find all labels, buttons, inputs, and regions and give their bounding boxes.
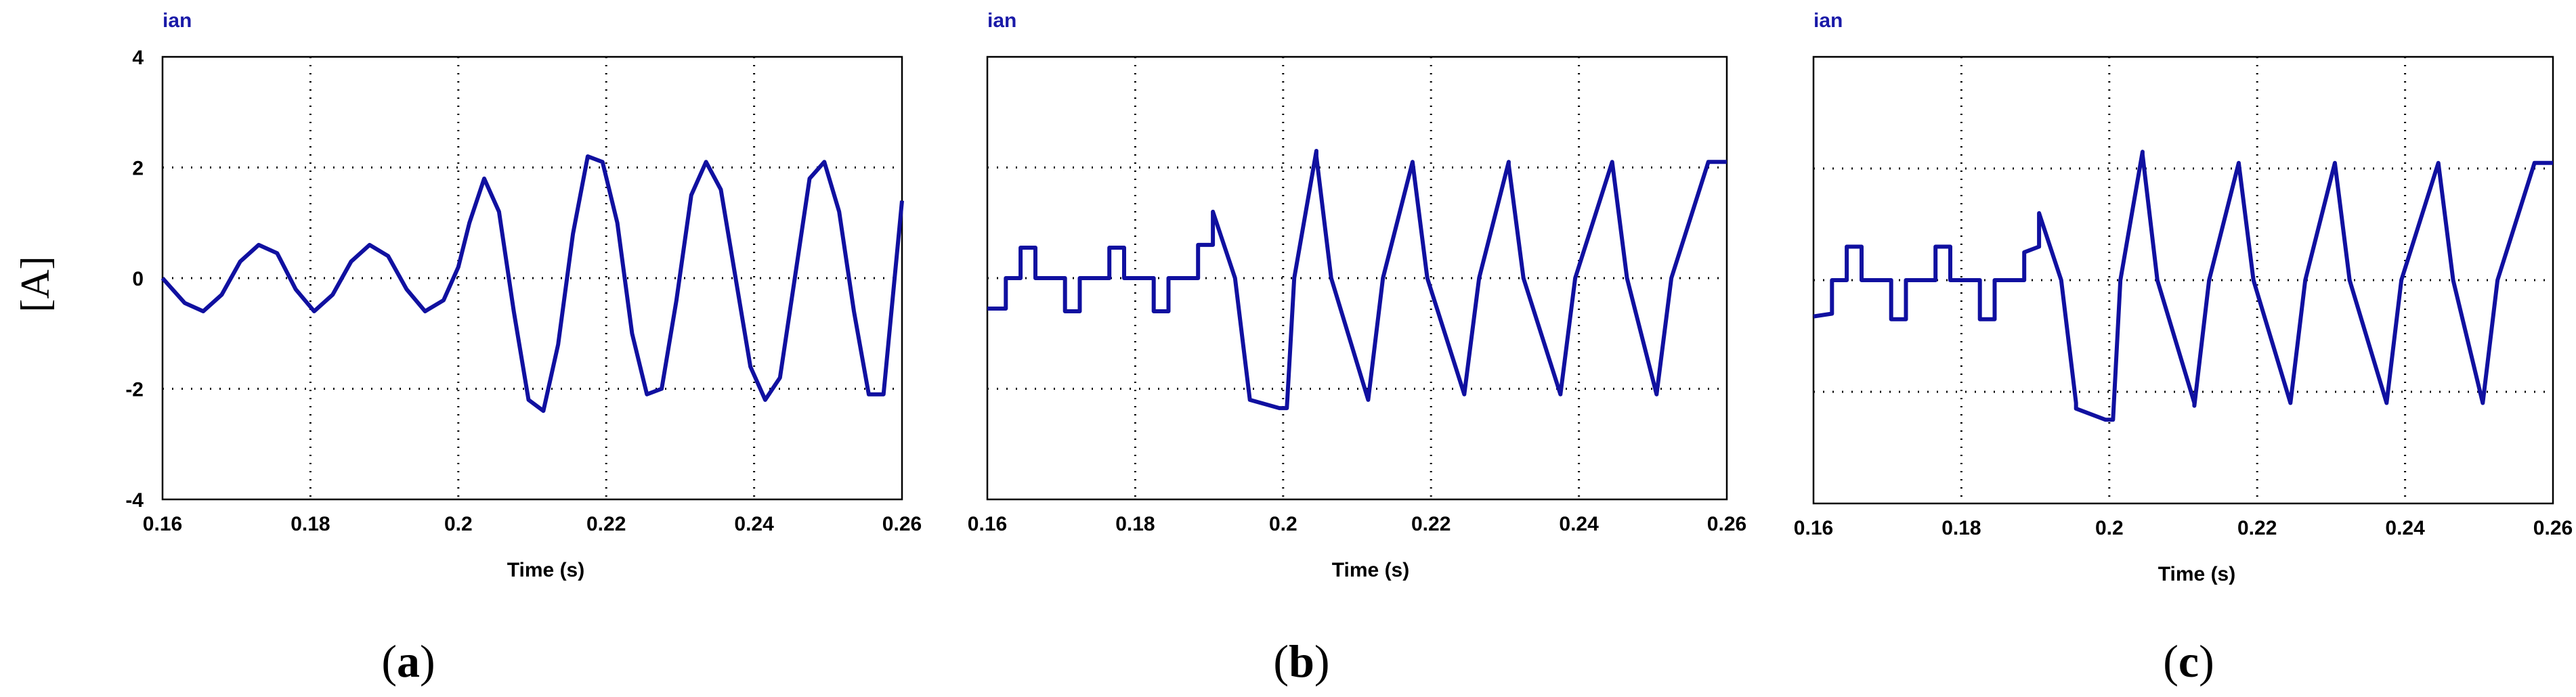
panel-b-xtick-1: 0.18 (1115, 513, 1155, 535)
panel-c-label: (c) (2163, 635, 2214, 687)
panel-c-series-name: ian (1813, 9, 1843, 32)
panel-c-xtick-4: 0.24 (2385, 517, 2425, 539)
panel-b-label: (b) (1273, 635, 1329, 687)
panel-c-label-letter: c (2178, 635, 2199, 687)
panel-b-label-letter: b (1289, 635, 1314, 687)
panel-a-xlabel: Time (s) (507, 559, 584, 581)
panel-a-xtick-1: 0.18 (291, 513, 330, 535)
panel-c-xtick-0: 0.16 (1794, 517, 1833, 539)
panel-c-xtick-2: 0.2 (2095, 517, 2124, 539)
panel-a-ytick-2: 0 (132, 268, 144, 290)
panel-c-xlabel: Time (s) (2158, 563, 2235, 585)
panel-a-xtick-0: 0.16 (143, 513, 182, 535)
panel-a-ytick-1: 2 (132, 158, 144, 180)
panel-a-xtick-2: 0.2 (444, 513, 473, 535)
panel-a-grid (163, 57, 902, 499)
panel-c-xtick-5: 0.26 (2533, 517, 2573, 539)
panel-b-xtick-2: 0.2 (1269, 513, 1297, 535)
panel-a: ian 0.16 0.18 0.2 0.22 0.24 0.26 4 2 0 -2 -4 Time (s… (125, 9, 922, 687)
y-axis-unit-label: [A] (13, 256, 58, 312)
panel-b-series-line-0 (987, 149, 1727, 411)
panel-b-grid (987, 57, 1727, 499)
panel-a-series-name: ian (163, 9, 192, 32)
panel-a-ytick-3: -2 (125, 379, 144, 401)
panel-c-xtick-1: 0.18 (1941, 517, 1981, 539)
panel-a-ytick-4: -4 (125, 489, 144, 512)
panel-b-xtick-3: 0.22 (1411, 513, 1451, 535)
panel-b-xtick-5: 0.26 (1707, 513, 1746, 535)
panel-c-grid (1813, 57, 2553, 503)
panel-a-xtick-4: 0.24 (734, 513, 774, 535)
panel-b-xlabel: Time (s) (1332, 559, 1409, 581)
panel-c-xtick-3: 0.22 (2237, 517, 2277, 539)
panel-a-ytick-0: 4 (132, 47, 144, 69)
panel-a-xtick-5: 0.26 (882, 513, 922, 535)
panel-a-label: (a) (381, 635, 435, 687)
panel-b-xtick-4: 0.24 (1559, 513, 1599, 535)
panel-a-xtick-3: 0.22 (586, 513, 626, 535)
panel-a-series-line-0 (160, 154, 904, 413)
panel-b-series-name: ian (987, 9, 1016, 32)
panels-group: ian 0.16 0.18 0.2 0.22 0.24 0.26 4 2 0 -2 -4 Time (s… (125, 9, 2573, 687)
panel-b-xtick-0: 0.16 (968, 513, 1007, 535)
panel-a-label-letter: a (397, 635, 420, 687)
panel-c: ian 0.16 0.18 0.2 0.22 0.24 0.26 Time (s) (c) (1794, 9, 2573, 687)
panel-c-series-line-0 (1813, 150, 2553, 422)
panel-b: ian 0.16 0.18 0.2 0.22 0.24 0.26 Time (s) (b) (968, 9, 1746, 687)
